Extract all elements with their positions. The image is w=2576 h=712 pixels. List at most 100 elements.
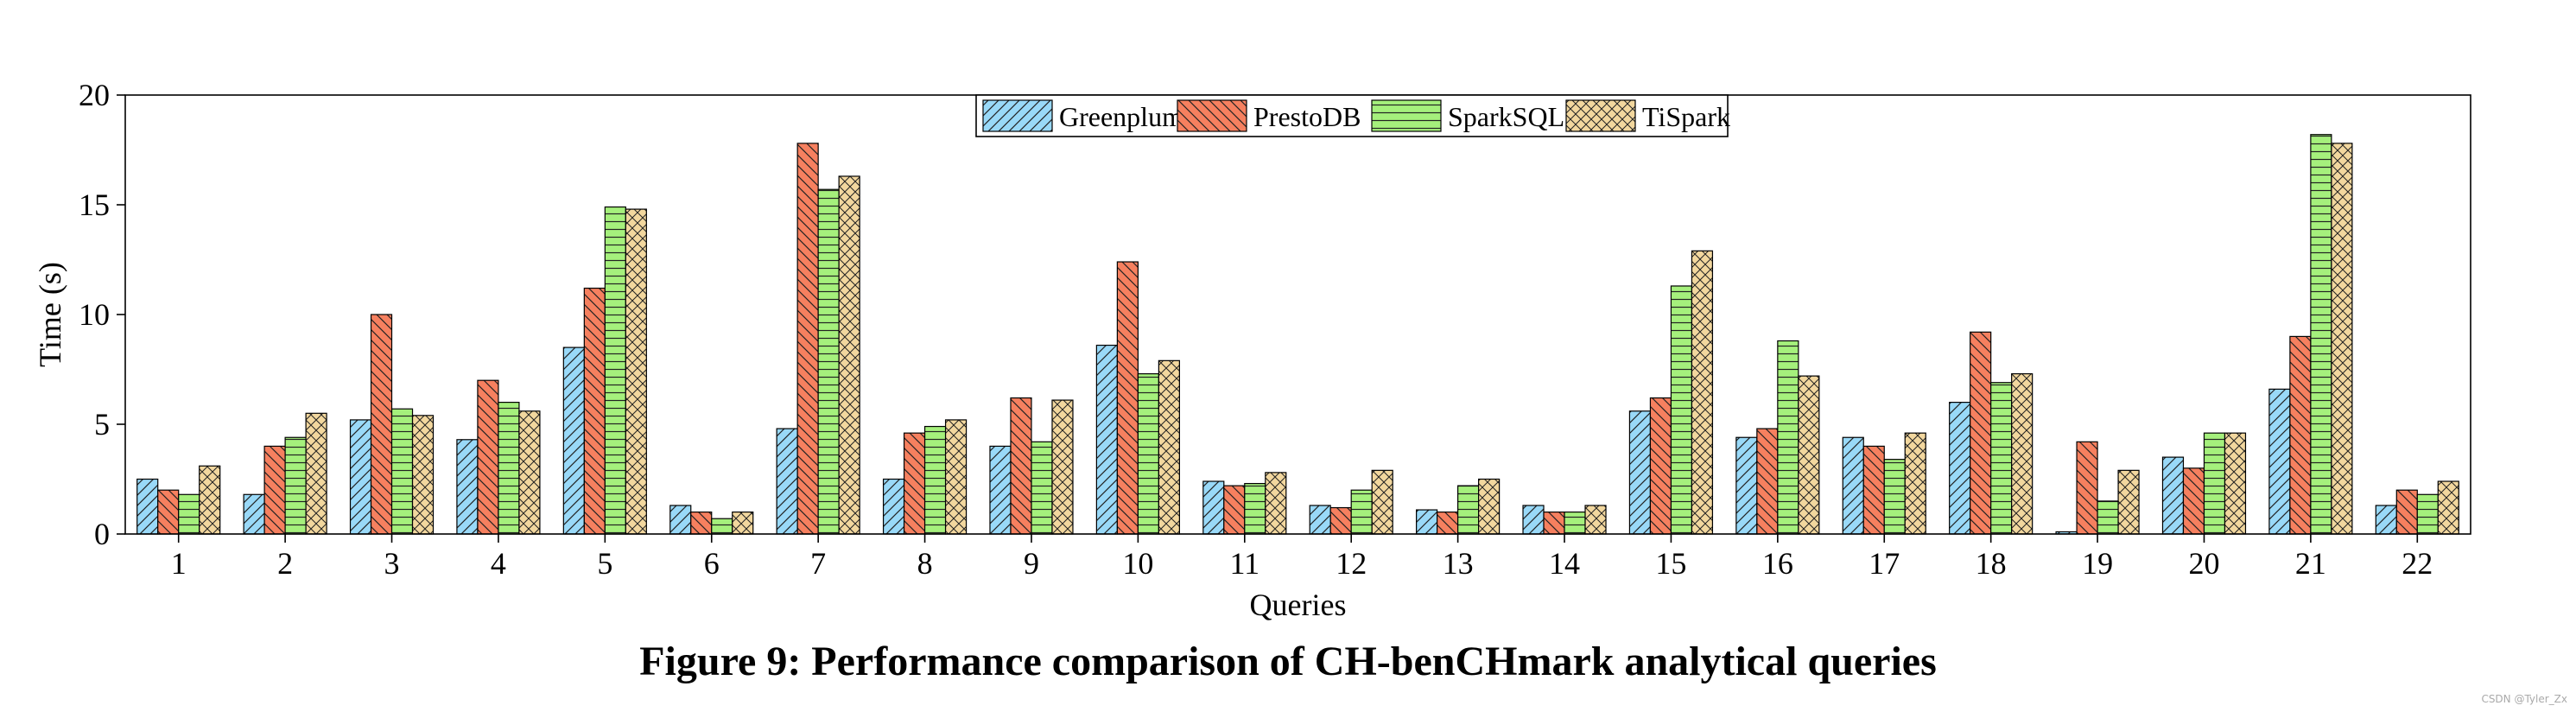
bar-tispark-q2 xyxy=(305,412,327,535)
bar-prestodb-q7 xyxy=(796,143,819,535)
x-tick-label: 12 xyxy=(1336,546,1367,581)
bar-prestodb-q21 xyxy=(2289,335,2312,535)
x-tick-label: 1 xyxy=(171,546,187,581)
bar-sparksql-q15 xyxy=(1670,285,1693,535)
legend-swatch-greenplum xyxy=(982,99,1053,132)
x-tick-label: 14 xyxy=(1549,546,1580,581)
bar-greenplum-q10 xyxy=(1095,344,1118,535)
legend-label-sparksql: SparkSQL xyxy=(1448,101,1564,132)
bar-tispark-q16 xyxy=(1798,375,1820,535)
bar-tispark-q11 xyxy=(1265,472,1287,535)
bar-greenplum-q22 xyxy=(2375,505,2397,535)
x-tick-label: 5 xyxy=(597,546,612,581)
bar-greenplum-q14 xyxy=(1522,505,1545,535)
bar-sparksql-q21 xyxy=(2310,134,2332,535)
x-tick-label: 3 xyxy=(384,546,400,581)
bar-sparksql-q10 xyxy=(1137,372,1159,535)
y-tick-label: 5 xyxy=(94,407,110,442)
bar-sparksql-q17 xyxy=(1883,459,1906,535)
bar-tispark-q10 xyxy=(1158,359,1180,535)
bar-prestodb-q13 xyxy=(1437,511,1459,535)
y-axis-title: Time (s) xyxy=(33,262,67,367)
bar-greenplum-q21 xyxy=(2268,388,2291,535)
bar-prestodb-q19 xyxy=(2076,441,2098,535)
x-tick-label: 9 xyxy=(1024,546,1039,581)
legend-swatch-prestodb xyxy=(1177,99,1247,132)
legend-label-greenplum: Greenplum xyxy=(1059,101,1183,132)
bar-tispark-q20 xyxy=(2224,432,2247,535)
bar-sparksql-q3 xyxy=(390,408,414,535)
bar-sparksql-q5 xyxy=(604,206,626,535)
figure-caption: Figure 9: Performance comparison of CH-b… xyxy=(639,639,1937,684)
bar-prestodb-q9 xyxy=(1010,397,1032,535)
bar-greenplum-q7 xyxy=(776,428,798,535)
bar-prestodb-q6 xyxy=(690,511,713,535)
bar-greenplum-q11 xyxy=(1202,480,1225,535)
bar-sparksql-q1 xyxy=(178,493,200,535)
bar-greenplum-q5 xyxy=(562,346,585,535)
bar-tispark-q3 xyxy=(411,415,435,535)
bar-sparksql-q16 xyxy=(1777,340,1799,535)
bar-tispark-q14 xyxy=(1584,505,1607,535)
x-tick-label: 11 xyxy=(1229,546,1259,581)
bar-greenplum-q20 xyxy=(2161,456,2185,535)
bar-tispark-q17 xyxy=(1904,432,1926,535)
bar-prestodb-q17 xyxy=(1862,445,1885,535)
bar-tispark-q15 xyxy=(1691,250,1714,535)
x-tick-label: 7 xyxy=(810,546,826,581)
bar-prestodb-q1 xyxy=(157,489,180,535)
legend-swatch-sparksql xyxy=(1371,99,1442,132)
bar-tispark-q9 xyxy=(1051,399,1074,535)
bar-prestodb-q4 xyxy=(477,379,499,535)
bar-greenplum-q6 xyxy=(669,505,692,535)
y-tick-label: 15 xyxy=(79,188,110,222)
bar-tispark-q7 xyxy=(838,175,860,535)
x-tick-label: 19 xyxy=(2082,546,2113,581)
x-tick-label: 10 xyxy=(1122,546,1153,581)
bar-tispark-q8 xyxy=(944,419,968,535)
x-tick-label: 8 xyxy=(917,546,933,581)
bars-layer xyxy=(136,134,2459,535)
bar-prestodb-q5 xyxy=(583,287,606,535)
bar-prestodb-q3 xyxy=(370,314,393,535)
bar-greenplum-q3 xyxy=(349,419,372,535)
bar-tispark-q5 xyxy=(625,208,647,535)
bar-prestodb-q10 xyxy=(1116,261,1139,535)
bar-tispark-q21 xyxy=(2331,143,2353,535)
x-tick-label: 15 xyxy=(1655,546,1686,581)
x-axis-title: Queries xyxy=(1250,588,1347,622)
bar-greenplum-q1 xyxy=(136,478,159,535)
x-tick-label: 16 xyxy=(1762,546,1793,581)
legend: Greenplum PrestoDB SparkSQL TiSpark xyxy=(975,94,1730,137)
bar-tispark-q19 xyxy=(2117,469,2140,535)
bar-tispark-q4 xyxy=(518,410,541,535)
bar-sparksql-q7 xyxy=(817,188,840,535)
bar-tispark-q13 xyxy=(1478,478,1501,535)
bar-tispark-q6 xyxy=(732,511,754,535)
bar-sparksql-q14 xyxy=(1564,511,1586,535)
bar-sparksql-q20 xyxy=(2203,432,2226,535)
bar-tispark-q22 xyxy=(2437,480,2459,535)
bar-tispark-q1 xyxy=(199,465,221,535)
bar-prestodb-q20 xyxy=(2182,467,2205,535)
bar-greenplum-q15 xyxy=(1628,410,1652,535)
x-tick-label: 22 xyxy=(2402,546,2433,581)
y-tick-label: 20 xyxy=(79,78,110,112)
bar-prestodb-q14 xyxy=(1543,511,1565,535)
x-tick-label: 17 xyxy=(1869,546,1900,581)
bar-prestodb-q8 xyxy=(903,432,926,535)
bar-sparksql-q2 xyxy=(284,436,307,535)
x-tick-label: 21 xyxy=(2295,546,2326,581)
y-tick-label: 10 xyxy=(79,297,110,332)
x-tick-label: 4 xyxy=(491,546,506,581)
bar-tispark-q18 xyxy=(2011,372,2034,535)
bar-tispark-q12 xyxy=(1371,469,1393,535)
bar-prestodb-q2 xyxy=(263,445,286,535)
bar-sparksql-q11 xyxy=(1244,482,1266,535)
bar-prestodb-q11 xyxy=(1223,485,1246,535)
bar-prestodb-q16 xyxy=(1756,428,1779,535)
bar-greenplum-q16 xyxy=(1735,436,1758,535)
bar-sparksql-q18 xyxy=(1990,382,2013,535)
legend-label-prestodb: PrestoDB xyxy=(1253,101,1361,132)
